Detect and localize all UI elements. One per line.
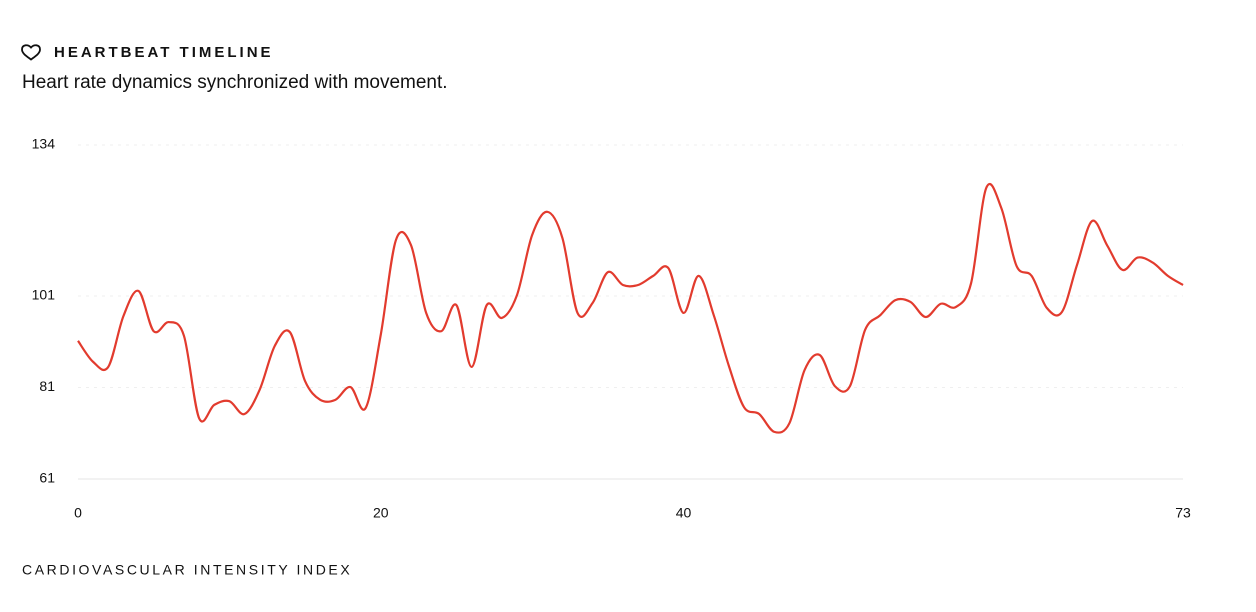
y-tick-label: 101 (32, 287, 56, 303)
y-tick-label: 81 (39, 378, 55, 394)
x-tick-label: 0 (74, 505, 82, 521)
x-tick-label: 40 (676, 505, 692, 521)
heart-icon (21, 44, 41, 61)
line-series (77, 182, 1184, 434)
y-tick-label: 134 (32, 136, 56, 152)
x-tick-label: 20 (373, 505, 389, 521)
x-axis-label: CARDIOVASCULAR INTENSITY INDEX (22, 562, 352, 578)
y-tick-label: 61 (39, 470, 55, 486)
chart-subtitle: Heart rate dynamics synchronized with mo… (22, 72, 448, 93)
chart-title: HEARTBEAT TIMELINE (54, 44, 274, 61)
x-tick-label: 73 (1175, 505, 1191, 521)
